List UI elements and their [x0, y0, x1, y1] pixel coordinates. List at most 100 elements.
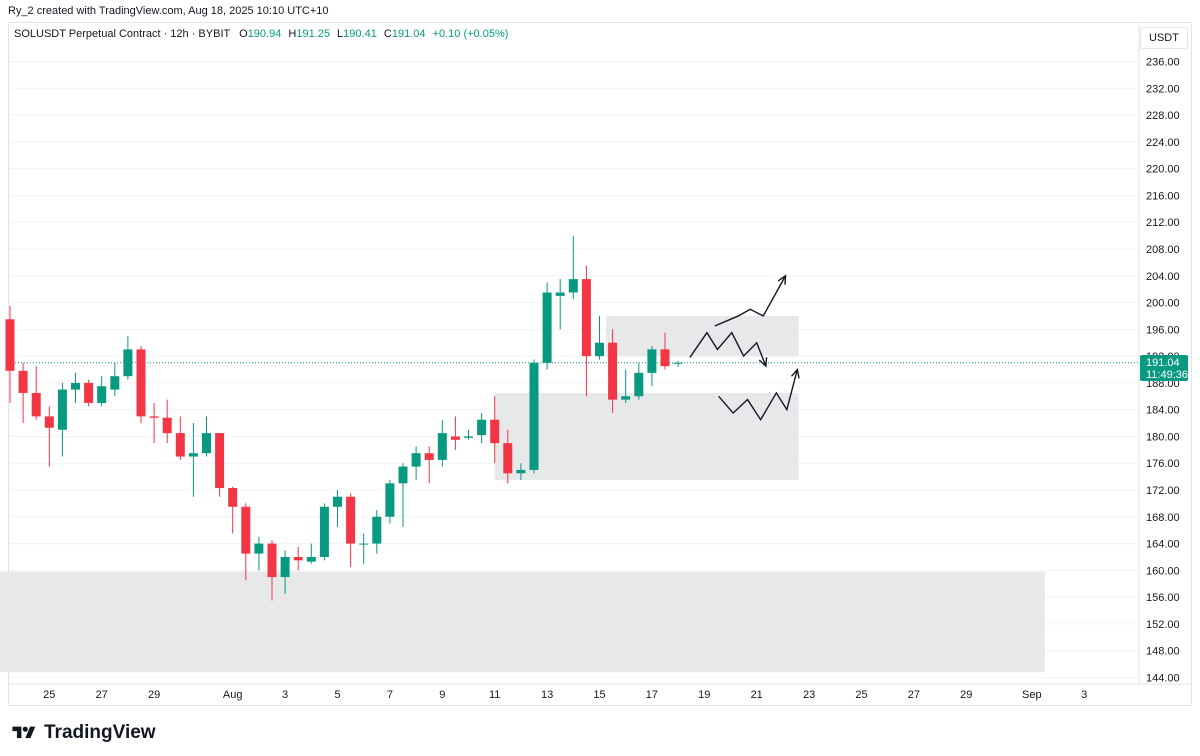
tradingview-footer: TradingView: [10, 722, 156, 744]
price-tick-label: 168.00: [1146, 512, 1180, 524]
candle-up: [372, 510, 382, 554]
candle-body: [555, 292, 565, 296]
candle-body: [254, 543, 264, 554]
candle-up: [568, 235, 578, 300]
path-line: [689, 331, 767, 367]
candle-up: [647, 346, 657, 387]
candle-body: [149, 416, 159, 418]
price-tick-label: 176.00: [1146, 458, 1180, 470]
candle-body: [293, 556, 303, 561]
candle-up: [411, 446, 421, 480]
price-tick-label: 184.00: [1146, 405, 1180, 417]
range-path: [689, 331, 768, 368]
candle-down: [608, 329, 618, 414]
time-tick-label: 15: [593, 689, 605, 701]
candle-down: [162, 399, 172, 444]
candle-body: [136, 349, 146, 417]
candle-body: [372, 516, 382, 544]
candle-body: [267, 543, 277, 578]
candle-up: [280, 550, 290, 594]
time-tick-label: 13: [541, 689, 553, 701]
price-tick-label: 172.00: [1146, 485, 1180, 497]
time-tick-label: 5: [334, 689, 340, 701]
candle-body: [175, 433, 185, 457]
candle-body: [241, 506, 251, 554]
retest-path: [718, 367, 800, 422]
candle-body: [411, 453, 421, 467]
price-tick-label: 164.00: [1146, 539, 1180, 551]
path-arrowhead: [790, 367, 800, 379]
candles: [5, 235, 683, 601]
price-tick-label: 236.00: [1146, 57, 1180, 69]
time-tick-label: 7: [387, 689, 393, 701]
candle-body: [568, 279, 578, 293]
legend-close-value: 191.04: [391, 28, 426, 40]
candle-body: [110, 376, 120, 390]
candle-up: [110, 362, 120, 397]
candle-down: [346, 493, 356, 568]
candle-up: [437, 419, 447, 467]
candle-up: [516, 463, 526, 480]
price-tick-label: 180.00: [1146, 431, 1180, 443]
time-tick-label: 17: [646, 689, 658, 701]
time-tick-label: 29: [960, 689, 972, 701]
candle-body: [608, 342, 618, 400]
candle-body: [306, 556, 316, 562]
candle-body: [595, 342, 604, 357]
price-tick-label: 204.00: [1146, 271, 1180, 283]
candle-body: [424, 453, 434, 460]
candle-down: [241, 503, 251, 581]
time-axis[interactable]: 25 27 29 Aug 3 5 7 9 11 13 15 17 19 21 23 25 27 29 Sep 3: [43, 689, 1087, 701]
time-tick-label: Sep: [1022, 689, 1042, 701]
time-tick-label: 25: [43, 689, 55, 701]
price-axis[interactable]: 144.00 148.00 152.00 156.00 160.00 164.00 168.…: [1146, 57, 1180, 685]
candle-body: [162, 417, 172, 434]
candle-body: [346, 496, 356, 544]
currency-selector[interactable]: USDT: [1140, 27, 1188, 49]
price-tick-label: 144.00: [1146, 673, 1180, 685]
candle-up: [333, 490, 342, 527]
path-arrowhead: [758, 357, 768, 368]
time-tick-label: 3: [282, 689, 288, 701]
candle-body: [464, 436, 473, 438]
candle-body: [529, 362, 539, 470]
candle-up: [319, 503, 329, 561]
time-tick-label: 9: [439, 689, 445, 701]
candle-up: [477, 413, 487, 444]
legend-open-value: 190.94: [247, 28, 282, 40]
candle-down: [215, 433, 225, 497]
price-tick-label: 232.00: [1146, 83, 1180, 95]
candle-body: [542, 292, 552, 363]
time-tick-label: 27: [96, 689, 108, 701]
candle-body: [84, 382, 94, 403]
candle-body: [44, 416, 54, 428]
candle-body: [490, 419, 500, 444]
price-tick-label: 216.00: [1146, 190, 1180, 202]
created-by-text: Ry_2 created with TradingView.com, Aug 1…: [8, 5, 329, 17]
candle-up: [359, 533, 369, 564]
candle-body: [228, 488, 238, 507]
candle-up: [595, 315, 604, 360]
candle-up: [97, 376, 107, 407]
candle-body: [398, 466, 408, 484]
candle-down: [136, 346, 146, 424]
candle-body: [503, 443, 513, 474]
candle-down: [175, 416, 185, 460]
candle-body: [673, 362, 683, 364]
path-arrowhead: [777, 274, 787, 285]
candle-up: [398, 463, 408, 527]
price-tick-label: 224.00: [1146, 137, 1180, 149]
price-tick-label: 152.00: [1146, 619, 1180, 631]
price-tick-label: 220.00: [1146, 164, 1180, 176]
candle-body: [621, 396, 631, 400]
bullish-path: [714, 274, 787, 327]
price-badge-countdown: 11:49:36: [1146, 369, 1188, 381]
time-tick-label: 27: [908, 689, 920, 701]
path-line: [714, 275, 787, 327]
time-tick-label: 23: [803, 689, 815, 701]
candle-body: [5, 319, 15, 371]
time-tick-label: 3: [1081, 689, 1087, 701]
legend-high-label: H: [288, 28, 297, 40]
time-tick-label: 29: [148, 689, 160, 701]
